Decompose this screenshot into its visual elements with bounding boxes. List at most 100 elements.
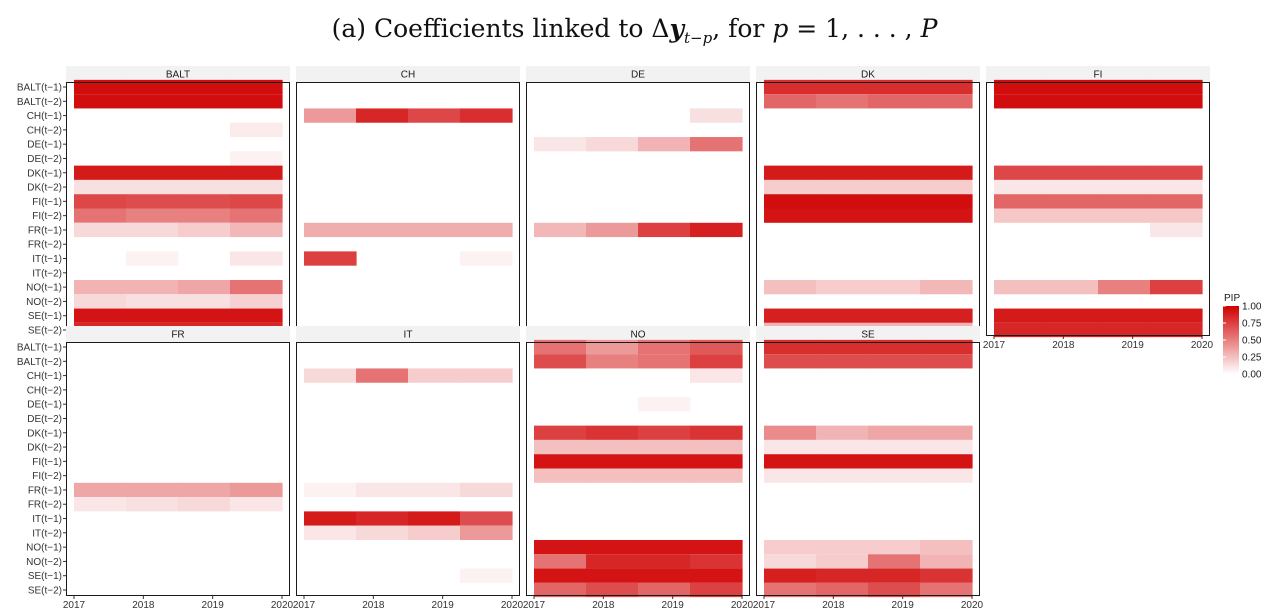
heat-cell bbox=[408, 482, 461, 498]
heat-cell bbox=[764, 94, 817, 109]
heat-cell bbox=[638, 582, 691, 598]
facet-panel-no: NO bbox=[526, 326, 750, 598]
heat-cell bbox=[816, 539, 869, 555]
row-label: NO(t−1) bbox=[26, 283, 62, 294]
heat-cell bbox=[178, 79, 231, 95]
row-label: IT(t−2) bbox=[32, 528, 62, 539]
heat-cell bbox=[74, 79, 127, 95]
heat-cell bbox=[868, 539, 921, 555]
heat-cell bbox=[178, 308, 231, 323]
heat-cell bbox=[994, 194, 1047, 209]
heat-cell bbox=[994, 79, 1047, 95]
heat-cell bbox=[1150, 322, 1203, 338]
facet-panels: BALT CH DE DK FI FR IT NO SE bbox=[66, 66, 1210, 598]
heat-cell bbox=[816, 425, 869, 440]
x-tick-label: 2018 bbox=[1052, 340, 1075, 351]
heat-cell bbox=[690, 568, 743, 583]
heat-cell bbox=[1098, 94, 1151, 109]
facet-strip bbox=[66, 66, 290, 82]
heat-cell bbox=[816, 279, 869, 295]
heat-cell bbox=[1150, 94, 1203, 109]
row-label: DK(t−1) bbox=[27, 428, 62, 439]
heat-cell bbox=[74, 222, 127, 238]
heat-cell bbox=[74, 308, 127, 323]
heat-cell bbox=[126, 79, 179, 95]
row-label: FR(t−2) bbox=[28, 240, 62, 251]
heat-cell bbox=[920, 554, 973, 569]
heat-cell bbox=[230, 194, 283, 209]
heat-cell bbox=[1046, 308, 1099, 323]
heat-cell bbox=[868, 79, 921, 95]
heat-cell bbox=[1046, 165, 1099, 180]
heat-cell bbox=[126, 294, 179, 309]
row-label: SE(t−2) bbox=[28, 586, 62, 597]
legend-tick-label: 0.50 bbox=[1242, 336, 1262, 347]
row-label: FR(t−1) bbox=[28, 225, 62, 236]
heat-cell bbox=[230, 222, 283, 238]
heat-cell bbox=[816, 468, 869, 483]
heat-cell bbox=[868, 339, 921, 355]
heat-cell bbox=[868, 94, 921, 109]
heat-cell bbox=[178, 497, 231, 512]
heat-cell bbox=[586, 425, 639, 440]
heat-cell bbox=[586, 468, 639, 483]
heat-cell bbox=[920, 439, 973, 455]
row-label: IT(t−2) bbox=[32, 268, 62, 279]
heat-cell bbox=[868, 439, 921, 455]
heat-cell bbox=[764, 208, 817, 223]
heat-cell bbox=[868, 208, 921, 223]
heat-cell bbox=[1150, 279, 1203, 295]
heat-cell bbox=[638, 439, 691, 455]
heat-cell bbox=[586, 354, 639, 369]
heat-cell bbox=[1046, 208, 1099, 223]
heat-cell bbox=[994, 322, 1047, 338]
heat-cell bbox=[764, 539, 817, 555]
heat-cell bbox=[74, 208, 127, 223]
heat-cell bbox=[408, 368, 461, 383]
heat-cell bbox=[764, 339, 817, 355]
heat-cell bbox=[460, 482, 513, 498]
heat-cell bbox=[460, 368, 513, 383]
heat-cell bbox=[534, 137, 587, 152]
legend: PIP 1.00 0.75 0.50 0.25 0.00 bbox=[1223, 293, 1262, 381]
heat-cell bbox=[230, 308, 283, 323]
heat-cell bbox=[230, 79, 283, 95]
heat-cell bbox=[178, 482, 231, 498]
heat-cell bbox=[816, 454, 869, 469]
heat-cell bbox=[534, 568, 587, 583]
heat-cells bbox=[534, 108, 743, 238]
heat-cell bbox=[638, 354, 691, 369]
heat-cell bbox=[126, 194, 179, 209]
heat-cell bbox=[126, 279, 179, 295]
heat-cell bbox=[1046, 322, 1099, 338]
row-label: DE(t−2) bbox=[27, 154, 62, 165]
row-labels: BALT(t−1) BALT(t−2) CH(t−1) CH(t−2) DE(t−1) D… bbox=[17, 83, 66, 597]
heat-cell bbox=[920, 79, 973, 95]
heat-cell bbox=[920, 354, 973, 369]
facet-label: DE bbox=[631, 70, 645, 81]
heat-cell bbox=[178, 279, 231, 295]
row-label: DE(t−2) bbox=[27, 414, 62, 425]
heat-cell bbox=[920, 194, 973, 209]
heat-cell bbox=[534, 425, 587, 440]
heat-cell bbox=[920, 539, 973, 555]
heat-cell bbox=[764, 165, 817, 180]
heat-cell bbox=[690, 354, 743, 369]
heat-cell bbox=[868, 179, 921, 195]
heat-cell bbox=[230, 151, 283, 166]
heat-cell bbox=[920, 179, 973, 195]
facet-strip bbox=[756, 66, 980, 82]
heat-cell bbox=[920, 165, 973, 180]
heat-cell bbox=[690, 539, 743, 555]
x-tick-label: 2020 bbox=[961, 600, 984, 608]
row-label: CH(t−1) bbox=[27, 371, 62, 382]
row-label: NO(t−2) bbox=[26, 557, 62, 568]
heat-cell bbox=[638, 454, 691, 469]
facet-strip bbox=[296, 66, 520, 82]
heat-cell bbox=[586, 568, 639, 583]
heat-cell bbox=[1098, 79, 1151, 95]
heat-cell bbox=[920, 208, 973, 223]
heat-cell bbox=[304, 222, 357, 238]
heat-cell bbox=[638, 425, 691, 440]
heat-cell bbox=[816, 439, 869, 455]
